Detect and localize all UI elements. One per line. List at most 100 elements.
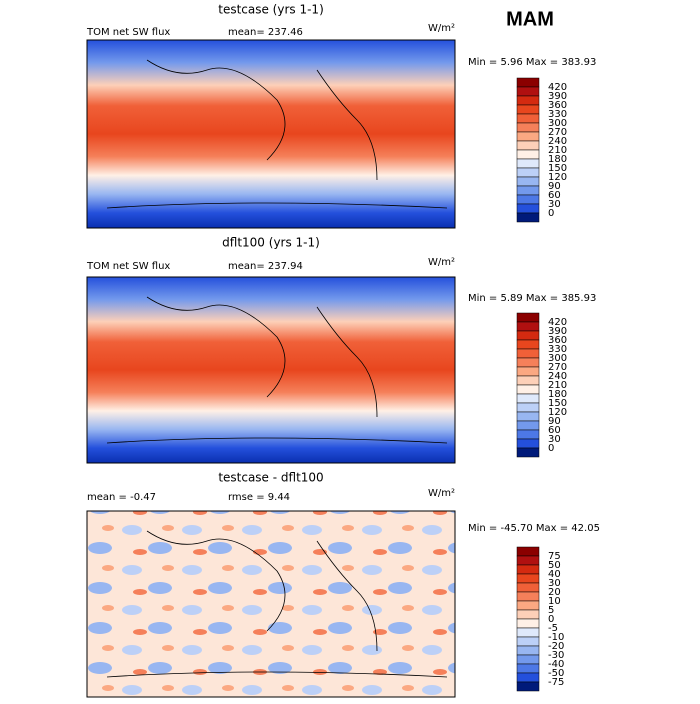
colorbar-box — [516, 402, 540, 413]
colorbar-box — [516, 339, 540, 350]
colorbar-box — [516, 194, 540, 205]
colorbar-box — [516, 375, 540, 386]
colorbar-box — [516, 645, 540, 656]
coastline — [106, 530, 448, 678]
colorbar-box — [516, 86, 540, 97]
units-label: W/m² — [428, 488, 455, 499]
colorbar-box — [516, 447, 540, 458]
colorbar-label: 150 — [548, 163, 567, 174]
colorbar-box — [516, 321, 540, 332]
colorbar-box — [516, 609, 540, 620]
range-label: Min = 5.89 Max = 385.93 — [468, 293, 596, 304]
colorbar-box — [516, 203, 540, 214]
range-label: Min = 5.96 Max = 383.93 — [468, 57, 596, 68]
colorbar-label: 0 — [548, 443, 554, 454]
colorbar-label: 150 — [548, 398, 567, 409]
colorbar-label: -40 — [548, 659, 564, 670]
stat-label: rmse = 9.44 — [228, 492, 290, 503]
colorbar-label: 360 — [548, 335, 567, 346]
colorbar-box — [516, 546, 540, 557]
map — [86, 276, 456, 464]
colorbar-label: 300 — [548, 353, 567, 364]
colorbar-box — [516, 654, 540, 665]
colorbar-box — [516, 564, 540, 575]
units-label: W/m² — [428, 23, 455, 34]
colorbar-box — [516, 636, 540, 647]
colorbar-box — [516, 627, 540, 638]
colorbar-box — [516, 591, 540, 602]
colorbar-label: 60 — [548, 425, 561, 436]
panel-title: testcase (yrs 1-1) — [218, 3, 324, 17]
variable-label: mean = -0.47 — [87, 492, 156, 503]
colorbar-box — [516, 176, 540, 187]
colorbar-label: 75 — [548, 551, 561, 562]
colorbar-label: 120 — [548, 407, 567, 418]
colorbar-box — [516, 77, 540, 88]
units-label: W/m² — [428, 257, 455, 268]
variable-label: TOM net SW flux — [86, 27, 170, 38]
colorbar-label: 20 — [548, 587, 561, 598]
map — [86, 39, 456, 229]
colorbar-box — [516, 140, 540, 151]
colorbar-label: 420 — [548, 317, 567, 328]
colorbar-box — [516, 411, 540, 422]
colorbar-box — [516, 420, 540, 431]
colorbar-label: -20 — [548, 641, 564, 652]
panel-title: testcase - dflt100 — [218, 471, 323, 485]
map — [86, 510, 456, 698]
colorbar-label: 180 — [548, 154, 567, 165]
colorbar-box — [516, 158, 540, 169]
colorbar-label: 210 — [548, 380, 567, 391]
colorbar-box — [516, 348, 540, 359]
coastline — [106, 59, 448, 209]
colorbar-label: 90 — [548, 181, 561, 192]
season-label: MAM — [506, 8, 554, 30]
colorbar-label: 5 — [548, 605, 554, 616]
colorbar-label: 30 — [548, 434, 561, 445]
colorbar-box — [516, 663, 540, 674]
stat-label: mean= 237.94 — [228, 261, 303, 272]
colorbar-box — [516, 672, 540, 683]
colorbar-box — [516, 582, 540, 593]
colorbar-label: 390 — [548, 91, 567, 102]
panel-title: dflt100 (yrs 1-1) — [222, 236, 320, 250]
colorbar-label: -5 — [548, 623, 558, 634]
coastline — [106, 296, 448, 444]
colorbar-label: 390 — [548, 326, 567, 337]
colorbar-box — [516, 212, 540, 223]
colorbar-box — [516, 429, 540, 440]
colorbar-box — [516, 393, 540, 404]
colorbar-box — [516, 681, 540, 692]
colorbar-label: 330 — [548, 109, 567, 120]
colorbar-label: 180 — [548, 389, 567, 400]
colorbar-label: 210 — [548, 145, 567, 156]
colorbar-label: 270 — [548, 127, 567, 138]
colorbar-label: 120 — [548, 172, 567, 183]
colorbar-label: 240 — [548, 136, 567, 147]
colorbar-label: 330 — [548, 344, 567, 355]
colorbar-label: 40 — [548, 569, 561, 580]
colorbar-box — [516, 95, 540, 106]
colorbar-label: 0 — [548, 208, 554, 219]
colorbar-label: 60 — [548, 190, 561, 201]
colorbar-label: 270 — [548, 362, 567, 373]
colorbar-box — [516, 104, 540, 115]
colorbar-box — [516, 185, 540, 196]
stat-label: mean= 237.46 — [228, 27, 303, 38]
colorbar-box — [516, 312, 540, 323]
colorbar-box — [516, 122, 540, 133]
colorbar-box — [516, 113, 540, 124]
colorbar-box — [516, 330, 540, 341]
colorbar-label: 0 — [548, 614, 554, 625]
colorbar-box — [516, 167, 540, 178]
colorbar-label: 420 — [548, 82, 567, 93]
colorbar-label: 240 — [548, 371, 567, 382]
colorbar-label: 50 — [548, 560, 561, 571]
colorbar-label: -30 — [548, 650, 564, 661]
colorbar-label: 300 — [548, 118, 567, 129]
colorbar-label: 30 — [548, 199, 561, 210]
colorbar-label: 90 — [548, 416, 561, 427]
colorbar-box — [516, 149, 540, 160]
range-label: Min = -45.70 Max = 42.05 — [468, 523, 600, 534]
